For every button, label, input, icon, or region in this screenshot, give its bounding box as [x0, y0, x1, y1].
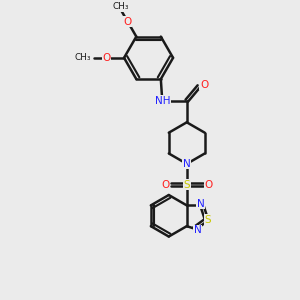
- Text: N: N: [196, 199, 204, 209]
- Text: S: S: [205, 215, 211, 225]
- Text: O: O: [200, 80, 208, 90]
- Text: N: N: [183, 159, 191, 169]
- Text: NH: NH: [154, 96, 170, 106]
- Text: O: O: [124, 16, 132, 27]
- Text: S: S: [184, 180, 190, 190]
- Text: N: N: [194, 225, 202, 235]
- Text: O: O: [161, 180, 169, 190]
- Text: O: O: [204, 180, 212, 190]
- Text: CH₃: CH₃: [113, 2, 129, 11]
- Text: O: O: [103, 53, 111, 63]
- Text: CH₃: CH₃: [74, 53, 91, 62]
